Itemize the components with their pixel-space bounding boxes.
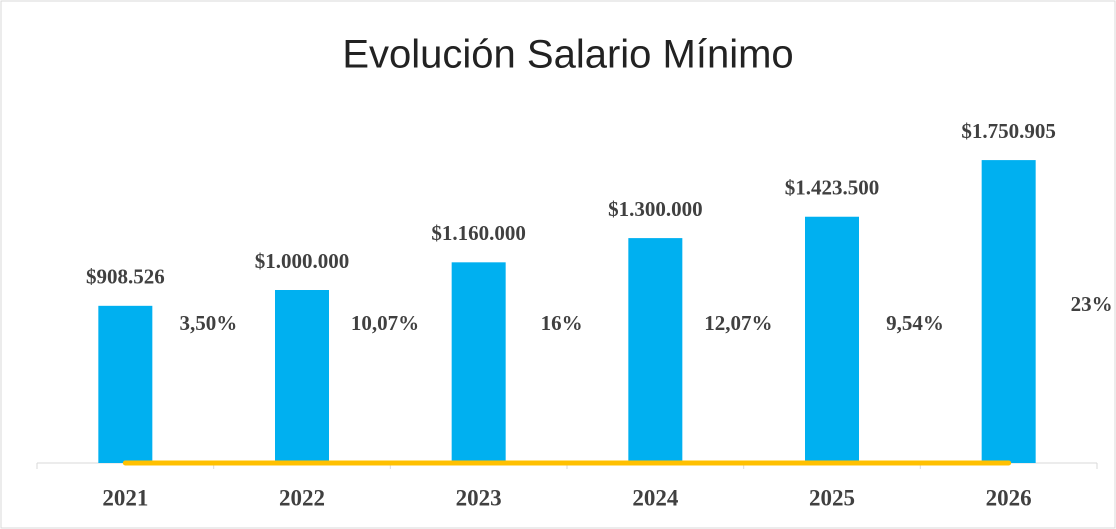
percent-label: 3,50% bbox=[179, 311, 237, 335]
bar-value-label: $1.160.000 bbox=[431, 221, 526, 245]
bar bbox=[628, 238, 683, 463]
bar-value-label: $1.423.500 bbox=[785, 176, 880, 200]
bar bbox=[451, 262, 506, 463]
x-tick-label: 2025 bbox=[809, 485, 855, 510]
x-tick-label: 2026 bbox=[986, 485, 1032, 510]
percent-label: 12,07% bbox=[704, 311, 772, 335]
bar-value-label: $908.526 bbox=[86, 265, 165, 289]
x-tick-label: 2021 bbox=[102, 485, 148, 510]
x-tick-label: 2022 bbox=[279, 485, 325, 510]
percent-label: 16% bbox=[541, 311, 583, 335]
percent-label: 10,07% bbox=[351, 311, 419, 335]
chart-title: Evolución Salario Mínimo bbox=[342, 33, 793, 77]
bar bbox=[981, 160, 1036, 463]
bar-value-label: $1.300.000 bbox=[608, 197, 703, 221]
bar bbox=[275, 290, 329, 463]
bar-value-label: $1.750.905 bbox=[961, 119, 1056, 143]
percent-label: 23% bbox=[1071, 292, 1113, 316]
bar-value-label: $1.000.000 bbox=[255, 249, 350, 273]
bar bbox=[98, 305, 153, 463]
bar bbox=[805, 216, 859, 463]
x-tick-label: 2024 bbox=[632, 485, 679, 510]
x-tick-label: 2023 bbox=[456, 485, 502, 510]
percent-label: 9,54% bbox=[886, 311, 944, 335]
